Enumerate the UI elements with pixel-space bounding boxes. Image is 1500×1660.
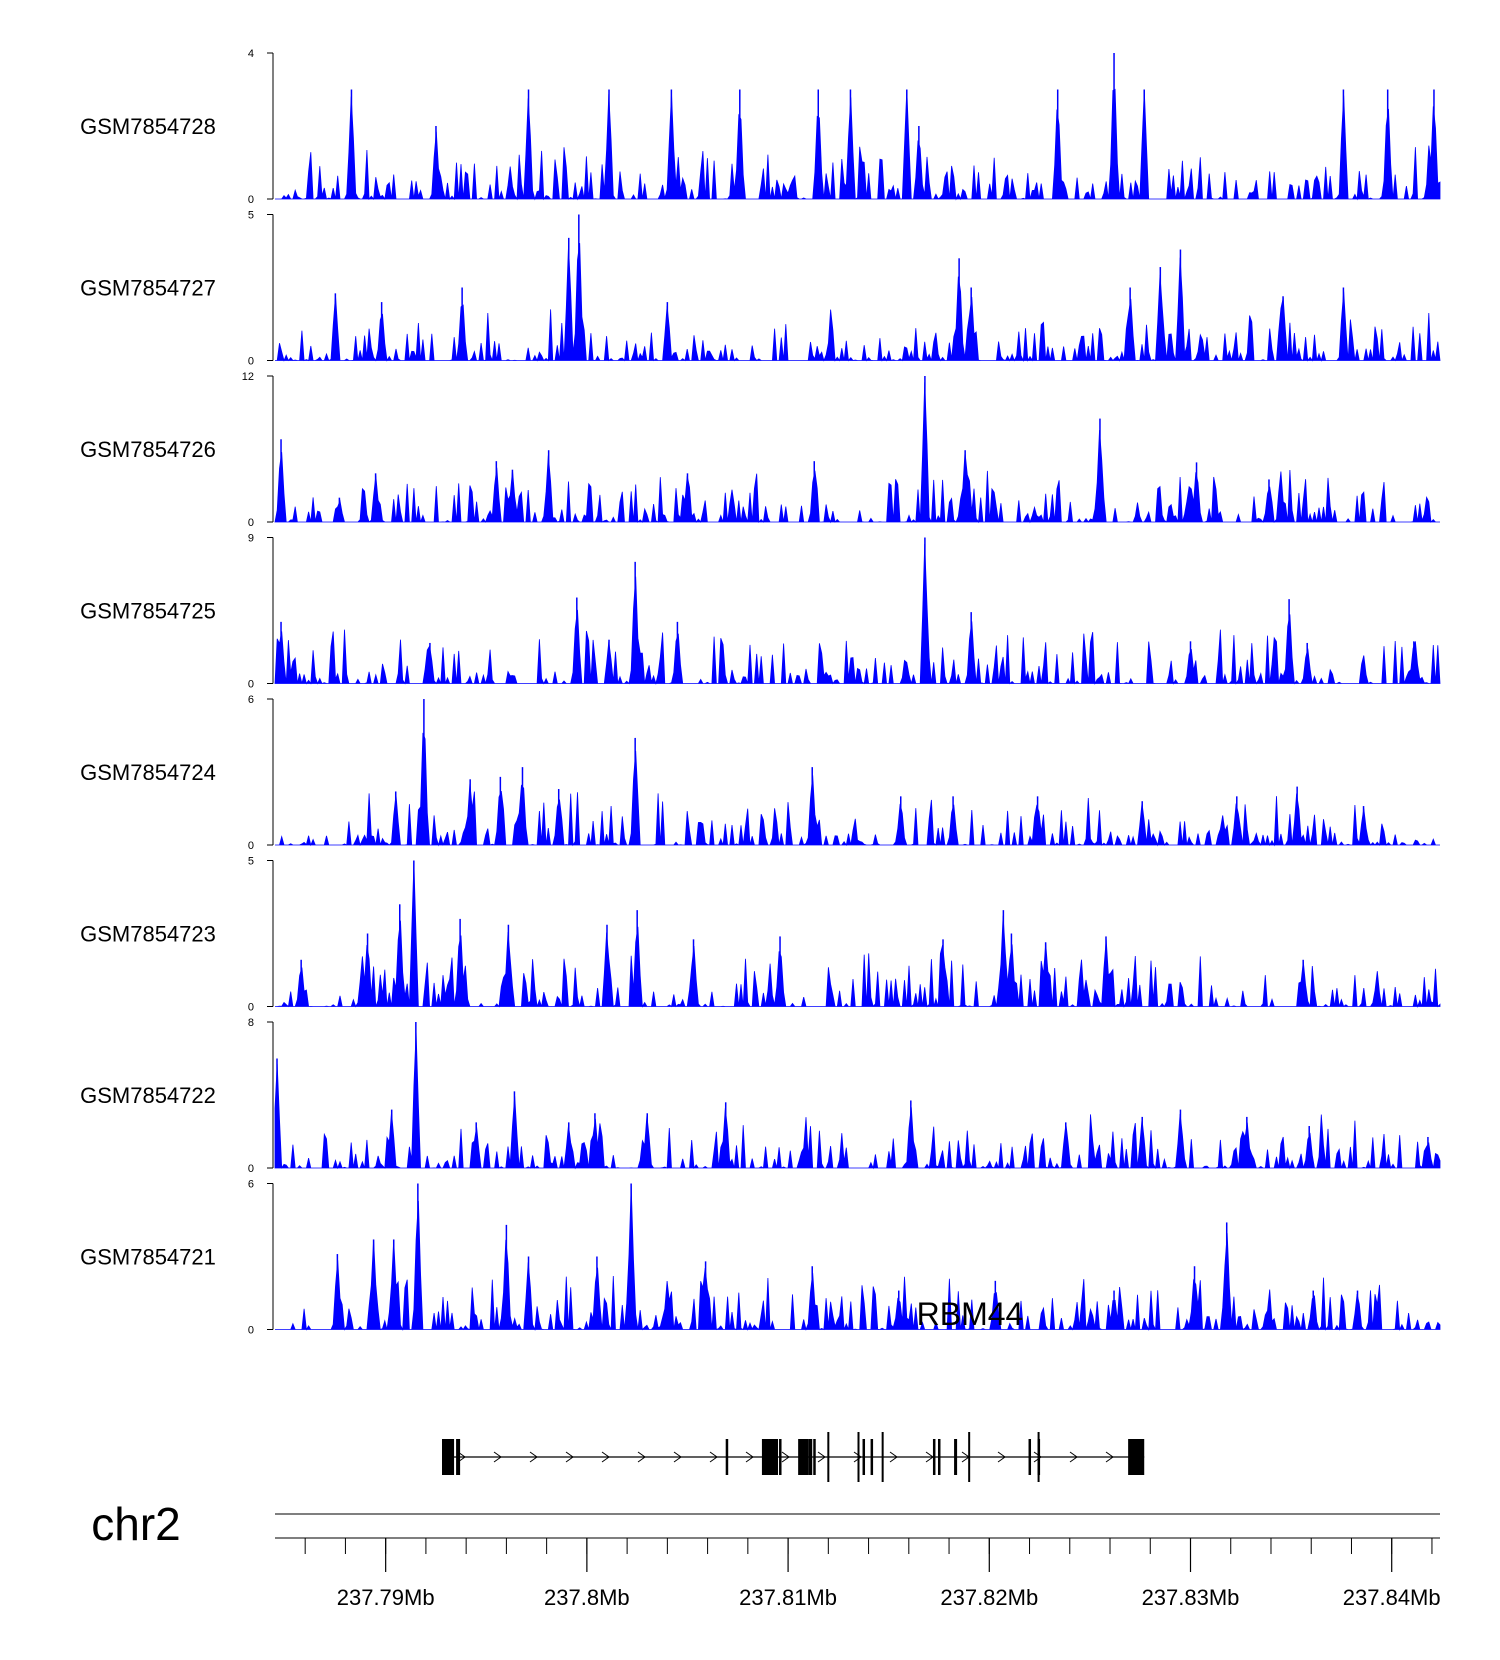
coverage-tracks: GSM785472840GSM785472750GSM7854726120GSM…	[80, 48, 1441, 1337]
strand-chevron	[781, 1451, 790, 1463]
y-tick-label: 0	[248, 840, 254, 852]
y-tick-label: 5	[248, 210, 254, 222]
track-GSM7854724: GSM7854724 6 0	[80, 694, 1440, 852]
gene-exon	[725, 1439, 729, 1475]
y-tick-label: 5	[248, 856, 254, 868]
track-label: GSM7854723	[80, 922, 216, 947]
x-tick-label: 237.79Mb	[337, 1585, 435, 1610]
track-label: GSM7854726	[80, 437, 216, 462]
strand-chevron	[637, 1451, 646, 1463]
x-tick-label: 237.82Mb	[940, 1585, 1038, 1610]
y-tick-label: 0	[248, 1325, 254, 1337]
y-tick-label: 4	[248, 48, 254, 60]
gene-exon	[932, 1439, 936, 1475]
gene-exon	[937, 1439, 941, 1475]
track-label: GSM7854722	[80, 1083, 216, 1108]
gene-exon	[813, 1439, 816, 1475]
strand-chevron	[601, 1451, 610, 1463]
x-tick-label: 237.84Mb	[1343, 1585, 1441, 1610]
track-GSM7854727: GSM7854727 5 0	[80, 210, 1441, 368]
y-tick-label: 0	[248, 679, 254, 691]
genome-axis: chr2 237.79Mb 237.8Mb 237.81Mb 237.82Mb 237.…	[91, 1498, 1440, 1610]
strand-chevron	[493, 1451, 502, 1463]
track-label: GSM7854727	[80, 276, 216, 301]
gene-exon	[870, 1439, 874, 1475]
strand-chevron	[673, 1451, 682, 1463]
strand-chevron	[745, 1451, 754, 1463]
track-label: GSM7854728	[80, 114, 216, 139]
track-GSM7854723: GSM7854723 5 0	[80, 856, 1441, 1014]
coverage-area	[275, 1186, 1441, 1332]
y-tick-label: 0	[248, 356, 254, 368]
strand-chevron	[1069, 1451, 1078, 1463]
track-GSM7854725: GSM7854725 9 0	[80, 533, 1441, 691]
gene-exon	[798, 1439, 809, 1475]
track-GSM7854726: GSM7854726 12 0	[80, 371, 1440, 529]
y-tick-label: 9	[248, 533, 254, 545]
coverage-area	[275, 862, 1441, 1009]
strand-chevron	[457, 1451, 466, 1463]
strand-chevron	[997, 1451, 1006, 1463]
gene-label: RBM44	[917, 1296, 1024, 1332]
track-GSM7854722: GSM7854722 8 0	[80, 1017, 1441, 1175]
strand-chevron	[1033, 1451, 1042, 1463]
x-tick-label: 237.83Mb	[1142, 1585, 1240, 1610]
track-label: GSM7854725	[80, 599, 216, 624]
strand-chevron	[853, 1451, 862, 1463]
strand-chevron	[889, 1451, 898, 1463]
chromosome-label: chr2	[91, 1498, 180, 1550]
track-label: GSM7854721	[80, 1245, 216, 1270]
strand-chevron	[565, 1451, 574, 1463]
y-tick-label: 8	[248, 1017, 254, 1029]
strand-chevron	[709, 1451, 718, 1463]
coverage-area	[275, 243, 1441, 363]
gene-exon	[456, 1439, 461, 1475]
coverage-area	[274, 1031, 1441, 1170]
gene-exon	[1028, 1439, 1032, 1475]
y-tick-label: 0	[248, 1163, 254, 1175]
track-GSM7854721: GSM7854721 6 0	[80, 1179, 1441, 1337]
coverage-area	[275, 732, 1440, 847]
x-tick-label: 237.8Mb	[544, 1585, 630, 1610]
gene-exon	[808, 1439, 813, 1475]
y-tick-label: 0	[248, 194, 254, 206]
y-tick-label: 0	[248, 1002, 254, 1014]
coverage-area	[274, 382, 1440, 524]
track-label: GSM7854724	[80, 760, 216, 785]
strand-chevron	[817, 1451, 826, 1463]
gene-exon	[862, 1439, 866, 1475]
track-GSM7854728: GSM7854728 4 0	[80, 48, 1441, 206]
gene-exon	[779, 1439, 782, 1475]
gene-exon	[1128, 1439, 1145, 1475]
y-tick-label: 6	[248, 694, 254, 706]
coverage-area	[275, 88, 1441, 201]
coverage-area	[274, 543, 1441, 686]
y-tick-label: 6	[248, 1179, 254, 1191]
strand-chevron	[1105, 1451, 1114, 1463]
gene-exon	[954, 1439, 958, 1475]
gene-annotation-track: RBM44	[442, 1296, 1145, 1482]
gene-exon	[442, 1439, 455, 1475]
gene-exon	[761, 1439, 779, 1475]
x-tick-label: 237.81Mb	[739, 1585, 837, 1610]
y-tick-label: 0	[248, 517, 254, 529]
y-tick-label: 12	[242, 371, 254, 383]
strand-chevron	[529, 1451, 538, 1463]
